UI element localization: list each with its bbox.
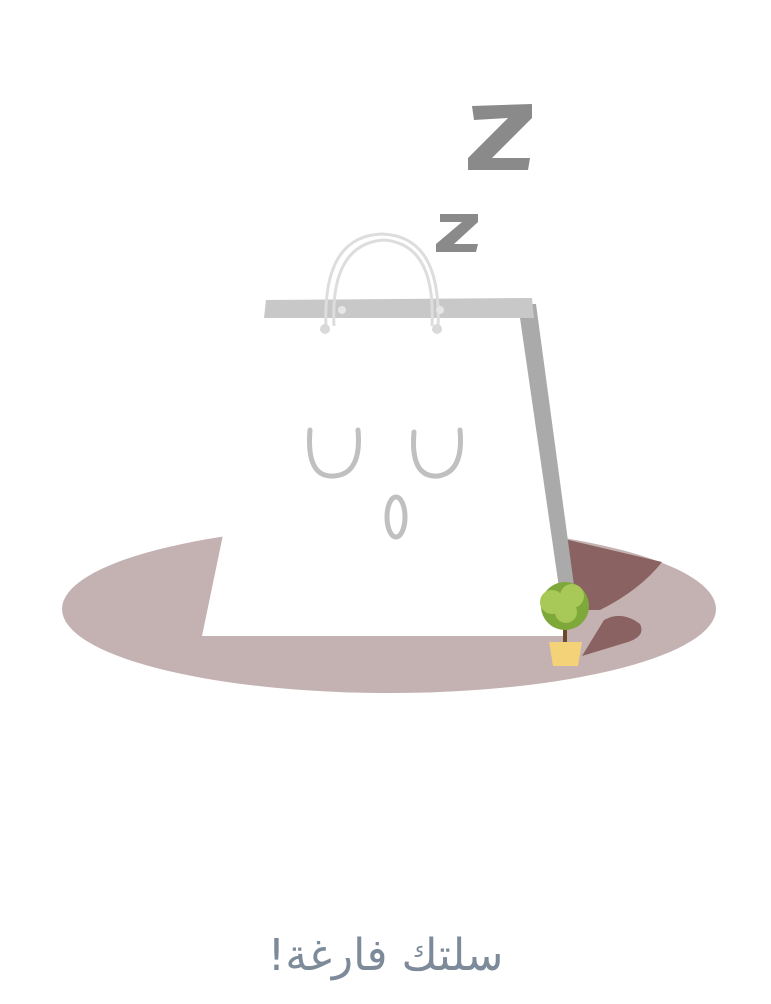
empty-cart-message: سلتك فارغة! xyxy=(0,924,771,988)
bag-front-face xyxy=(202,318,566,636)
handle-rivet-left xyxy=(320,324,330,334)
empty-cart-illustration xyxy=(0,0,771,900)
plant-pot xyxy=(549,642,582,666)
bag-rim xyxy=(264,298,534,318)
sleep-zzz-icon xyxy=(436,104,532,252)
handle-rivet-right-top xyxy=(436,306,444,314)
handle-rivet-right xyxy=(432,324,442,334)
handle-rivet-left-top xyxy=(338,306,346,314)
